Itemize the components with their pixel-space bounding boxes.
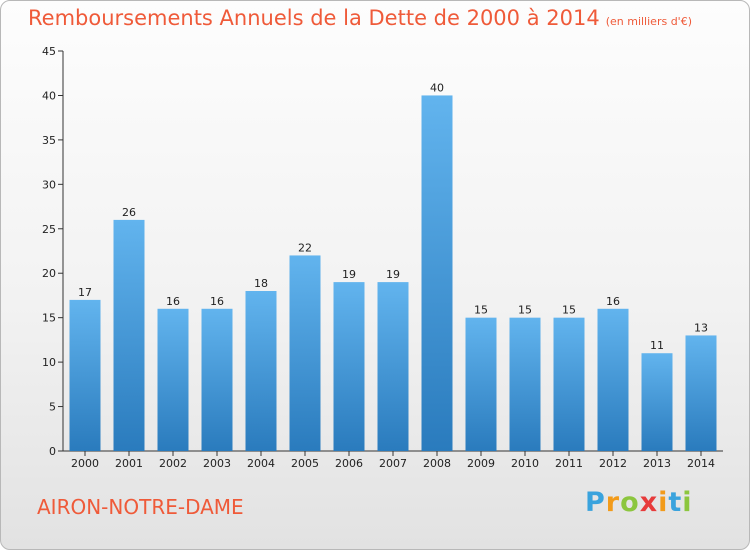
- data-label: 16: [606, 295, 620, 308]
- x-tick-label: 2013: [643, 457, 671, 470]
- y-tick-label: 0: [49, 445, 56, 458]
- chart-title: Remboursements Annuels de la Dette de 20…: [28, 6, 692, 30]
- data-label: 11: [650, 339, 664, 352]
- y-tick-label: 35: [42, 134, 56, 147]
- logo-letter: i: [658, 487, 669, 518]
- data-label: 15: [518, 304, 532, 317]
- y-tick-label: 15: [42, 312, 56, 325]
- x-tick-label: 2010: [511, 457, 539, 470]
- bar-chart: 0 5 10 15 20 25 30 35 40 45 2000 2001 2002 2003 2004 20…: [42, 45, 723, 470]
- bar-2007: [377, 282, 409, 451]
- proxiti-logo: Proxiti: [585, 487, 693, 518]
- logo-letter: i: [682, 487, 693, 518]
- data-label: 19: [386, 268, 400, 281]
- y-tick-label: 40: [42, 89, 56, 102]
- x-tick-label: 2002: [159, 457, 187, 470]
- data-label: 16: [166, 295, 180, 308]
- x-tick-label: 2003: [203, 457, 231, 470]
- commune-name: AIRON-NOTRE-DAME: [37, 495, 244, 519]
- x-tick-label: 2004: [247, 457, 275, 470]
- bar-2013: [641, 353, 673, 451]
- data-label: 40: [430, 81, 444, 94]
- data-label: 13: [694, 321, 708, 334]
- y-tick-label: 10: [42, 356, 56, 369]
- logo-letter: P: [585, 487, 606, 518]
- chart-title-main: Remboursements Annuels de la Dette de 20…: [28, 6, 600, 30]
- data-label: 19: [342, 268, 356, 281]
- bar-2006: [333, 282, 365, 451]
- x-tick-label: 2005: [291, 457, 319, 470]
- x-tick-label: 2014: [687, 457, 715, 470]
- data-label: 26: [122, 206, 136, 219]
- x-tick-label: 2001: [115, 457, 143, 470]
- x-tick-label: 2000: [71, 457, 99, 470]
- bar-2004: [245, 291, 277, 451]
- logo-letter: r: [605, 487, 621, 518]
- x-tick-label: 2009: [467, 457, 495, 470]
- data-label: 22: [298, 241, 312, 254]
- logo-letter: t: [668, 487, 683, 518]
- bar-2000: [69, 299, 101, 451]
- data-label: 15: [474, 304, 488, 317]
- chart-title-unit: (en milliers d'€): [605, 15, 692, 28]
- y-tick-label: 30: [42, 178, 56, 191]
- bar-2001: [113, 219, 145, 451]
- data-label: 17: [78, 286, 92, 299]
- y-tick-label: 20: [42, 267, 56, 280]
- bar-2005: [289, 255, 321, 451]
- y-tick-label: 5: [49, 401, 56, 414]
- y-tick-label: 25: [42, 223, 56, 236]
- x-tick-label: 2008: [423, 457, 451, 470]
- y-tick-label: 45: [42, 45, 56, 58]
- x-tick-label: 2012: [599, 457, 627, 470]
- bar-2011: [553, 317, 585, 451]
- logo-letter: o: [620, 487, 640, 518]
- bar-2002: [157, 308, 189, 451]
- x-tick-label: 2007: [379, 457, 407, 470]
- x-tick-label: 2006: [335, 457, 363, 470]
- data-label: 16: [210, 295, 224, 308]
- bar-2014: [685, 335, 717, 451]
- x-tick-label: 2011: [555, 457, 583, 470]
- bar-2009: [465, 317, 497, 451]
- data-label: 15: [562, 304, 576, 317]
- bar-2012: [597, 308, 629, 451]
- logo-letter: x: [639, 487, 659, 518]
- bar-2008: [421, 95, 453, 451]
- bar-2003: [201, 308, 233, 451]
- data-label: 18: [254, 277, 268, 290]
- bar-2010: [509, 317, 541, 451]
